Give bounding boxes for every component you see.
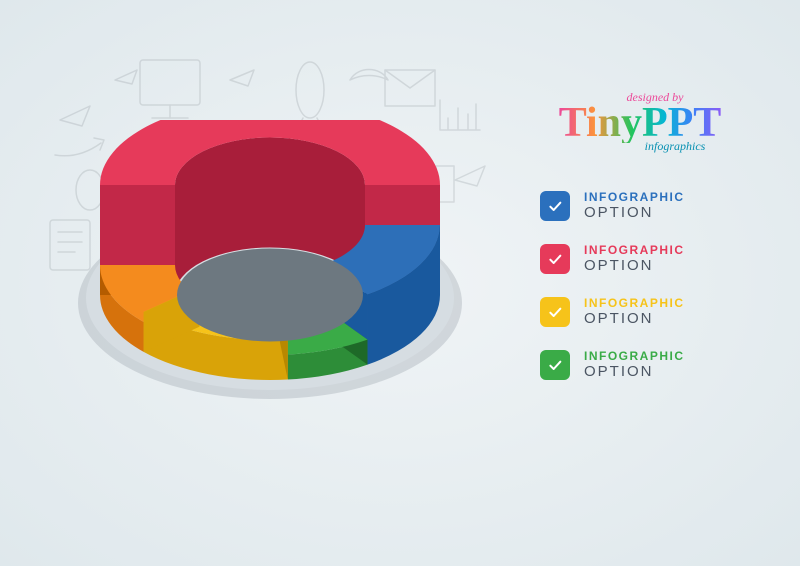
legend-subtitle: OPTION [584, 204, 685, 221]
brand-name: TinyPPT [559, 105, 722, 143]
legend-text: INFOGRAPHIC OPTION [584, 349, 685, 380]
donut-chart-3d [60, 120, 480, 480]
legend-item: INFOGRAPHIC OPTION [540, 296, 740, 327]
check-icon [540, 350, 570, 380]
legend-text: INFOGRAPHIC OPTION [584, 296, 685, 327]
legend-item: INFOGRAPHIC OPTION [540, 190, 740, 221]
legend-subtitle: OPTION [584, 257, 685, 274]
legend-title: INFOGRAPHIC [584, 296, 685, 310]
legend-text: INFOGRAPHIC OPTION [584, 190, 685, 221]
legend-subtitle: OPTION [584, 310, 685, 327]
legend-title: INFOGRAPHIC [584, 349, 685, 363]
legend-title: INFOGRAPHIC [584, 243, 685, 257]
legend-title: INFOGRAPHIC [584, 190, 685, 204]
check-icon [540, 297, 570, 327]
legend-item: INFOGRAPHIC OPTION [540, 349, 740, 380]
legend-subtitle: OPTION [584, 363, 685, 380]
check-icon [540, 191, 570, 221]
check-icon [540, 244, 570, 274]
legend-item: INFOGRAPHIC OPTION [540, 243, 740, 274]
legend: INFOGRAPHIC OPTION INFOGRAPHIC OPTION IN… [540, 190, 740, 402]
brand-logo: designed by TinyPPT infographics [540, 90, 740, 154]
legend-text: INFOGRAPHIC OPTION [584, 243, 685, 274]
